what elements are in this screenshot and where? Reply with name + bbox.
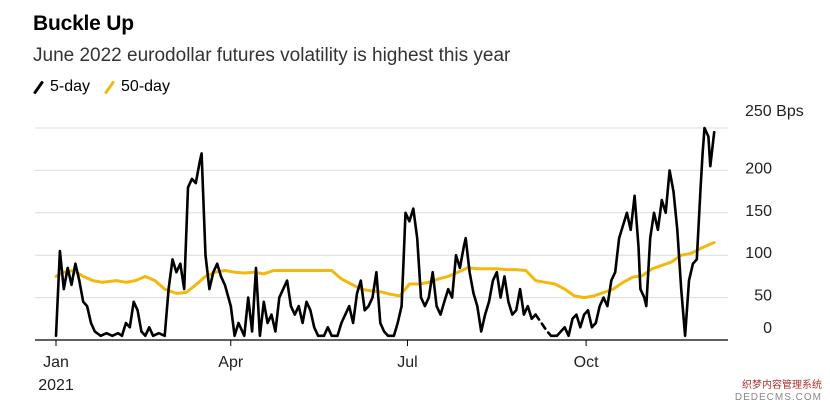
series-lines xyxy=(54,126,716,338)
legend-label-5-day: 5-day xyxy=(50,78,91,95)
x-tick-label: Apr xyxy=(218,354,244,371)
watermark-line-2: DEDECMS.COM xyxy=(734,392,822,403)
series-line-5-day xyxy=(54,152,537,338)
y-tick-label: 150 xyxy=(745,203,772,220)
chart-title: Buckle Up xyxy=(33,12,134,35)
legend-item-5-day: 5-day xyxy=(32,78,91,96)
y-tick-label: 0 xyxy=(763,320,772,337)
watermark: 织梦内容管理系统 DEDECMS.COM xyxy=(735,380,822,404)
series-line-5-day-dashed xyxy=(534,313,553,338)
y-tick-label: 50 xyxy=(754,288,772,305)
x-axis: Jan 2021 Apr Jul Oct xyxy=(38,340,599,394)
y-tick-label: 100 xyxy=(745,245,772,262)
x-tick-sublabel: 2021 xyxy=(38,377,74,394)
watermark-line-1: 织梦内容管理系统 xyxy=(742,380,822,391)
x-tick-label: Jul xyxy=(397,354,417,371)
chart-subtitle: June 2022 eurodollar futures volatility … xyxy=(33,45,511,66)
gridlines xyxy=(35,127,728,341)
series-line-5-day-cont xyxy=(549,126,716,338)
x-tick-label: Oct xyxy=(574,354,599,371)
y-tick-label: 250 Bps xyxy=(745,103,804,120)
x-tick-label: Jan xyxy=(43,354,69,371)
chart-legend: 5-day 50-day xyxy=(32,78,170,96)
legend-item-50-day: 50-day xyxy=(104,78,170,96)
legend-label-50-day: 50-day xyxy=(121,78,170,95)
y-axis: 0 50 100 150 200 250 Bps xyxy=(745,103,804,337)
y-tick-label: 200 xyxy=(745,160,772,177)
